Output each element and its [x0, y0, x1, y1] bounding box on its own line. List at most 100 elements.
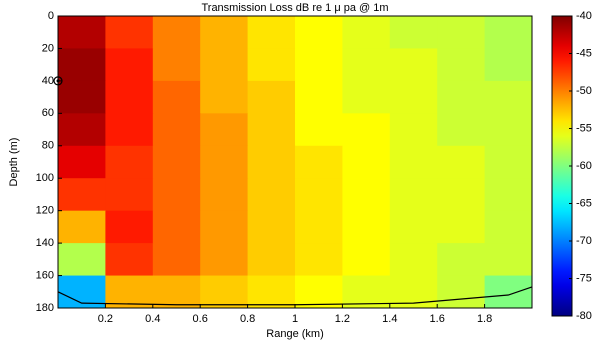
heat-cell — [105, 275, 154, 309]
x-axis-label: Range (km) — [266, 328, 323, 340]
heat-cell — [295, 16, 343, 49]
colorbar-tick-label: -45 — [576, 47, 592, 59]
heat-cell — [247, 16, 296, 49]
y-tick-label: 0 — [48, 10, 54, 22]
heat-cell — [247, 145, 296, 179]
heat-cell — [58, 145, 106, 179]
colorbar-tick-label: -40 — [576, 10, 592, 22]
heat-cell — [295, 48, 343, 82]
heat-cell — [58, 113, 106, 147]
heat-cell — [342, 48, 391, 82]
heat-cell — [247, 48, 296, 82]
y-tick-label: 60 — [42, 107, 54, 119]
heat-cell — [342, 210, 391, 244]
heat-cell — [105, 48, 154, 82]
heat-cell — [437, 48, 486, 82]
heat-cell — [295, 80, 343, 114]
colorbar-tick-label: -70 — [576, 235, 592, 247]
heat-cell — [152, 16, 201, 49]
heat-cell — [484, 210, 533, 244]
heat-cell — [437, 80, 486, 114]
heat-cell — [342, 243, 391, 277]
y-tick-label: 20 — [42, 42, 54, 54]
x-tick-label: 1.8 — [477, 313, 492, 325]
heat-cell — [437, 178, 486, 212]
x-tick-label: 0.6 — [193, 313, 208, 325]
heat-cell — [200, 16, 249, 49]
heat-cell — [295, 275, 343, 309]
heat-cell — [200, 80, 249, 114]
heat-cell — [389, 16, 438, 49]
colorbar-tick-label: -60 — [576, 160, 592, 172]
heat-cell — [484, 80, 533, 114]
heat-cell — [437, 113, 486, 147]
heat-cell — [105, 113, 154, 147]
heat-cell — [152, 178, 201, 212]
x-tick-label: 1 — [292, 313, 298, 325]
heat-cell — [247, 275, 296, 309]
colorbar-tick-label: -75 — [576, 272, 592, 284]
heat-cell — [342, 16, 391, 49]
heat-cell — [247, 243, 296, 277]
y-tick-label: 100 — [36, 172, 54, 184]
colorbar-tick-label: -80 — [576, 310, 592, 322]
heat-cell — [484, 16, 533, 49]
heat-cell — [58, 178, 106, 212]
heat-cell — [484, 243, 533, 277]
heat-cell — [105, 178, 154, 212]
heat-cell — [152, 113, 201, 147]
heat-cell — [389, 48, 438, 82]
heat-cell — [295, 113, 343, 147]
heat-cell — [295, 243, 343, 277]
heat-cell — [152, 243, 201, 277]
y-tick-label: 120 — [36, 205, 54, 217]
heat-cell — [105, 210, 154, 244]
chart-title: Transmission Loss dB re 1 μ pa @ 1m — [201, 2, 388, 14]
heat-cell — [200, 243, 249, 277]
y-tick-label: 140 — [36, 237, 54, 249]
heat-cell — [58, 16, 106, 49]
heat-cell — [58, 80, 106, 114]
heat-cell — [247, 113, 296, 147]
heat-cell — [342, 178, 391, 212]
heat-cell — [152, 48, 201, 82]
heat-cell — [437, 210, 486, 244]
heat-cell — [58, 48, 106, 82]
heat-cell — [389, 113, 438, 147]
x-tick-label: 1.4 — [382, 313, 397, 325]
y-tick-label: 80 — [42, 140, 54, 152]
heat-cell — [437, 275, 486, 309]
heat-cell — [58, 243, 106, 277]
heat-cell — [389, 210, 438, 244]
x-tick-label: 0.2 — [98, 313, 113, 325]
colorbar-tick-label: -55 — [576, 122, 592, 134]
x-tick-label: 1.6 — [430, 313, 445, 325]
heat-cell — [105, 243, 154, 277]
heat-cell — [200, 48, 249, 82]
y-axis-label: Depth (m) — [8, 138, 20, 187]
heat-cell — [200, 275, 249, 309]
heat-cell — [484, 48, 533, 82]
heat-cell — [484, 145, 533, 179]
heat-cell — [437, 16, 486, 49]
colorbar-tick-label: -50 — [576, 85, 592, 97]
x-tick-label: 0.4 — [145, 313, 160, 325]
heat-cell — [389, 145, 438, 179]
heat-cell — [152, 275, 201, 309]
y-tick-label: 180 — [36, 302, 54, 314]
heat-cell — [247, 178, 296, 212]
heat-cell — [437, 243, 486, 277]
colorbar-tick-label: -65 — [576, 197, 592, 209]
heat-cell — [152, 145, 201, 179]
heat-cell — [105, 80, 154, 114]
y-tick-label: 40 — [42, 75, 54, 87]
heat-cell — [105, 145, 154, 179]
heat-cell — [389, 80, 438, 114]
heat-cell — [247, 210, 296, 244]
heat-cell — [342, 145, 391, 179]
heat-cell — [342, 80, 391, 114]
heat-cell — [389, 178, 438, 212]
heat-cell — [484, 275, 533, 309]
heat-cell — [484, 178, 533, 212]
x-tick-label: 0.8 — [240, 313, 255, 325]
